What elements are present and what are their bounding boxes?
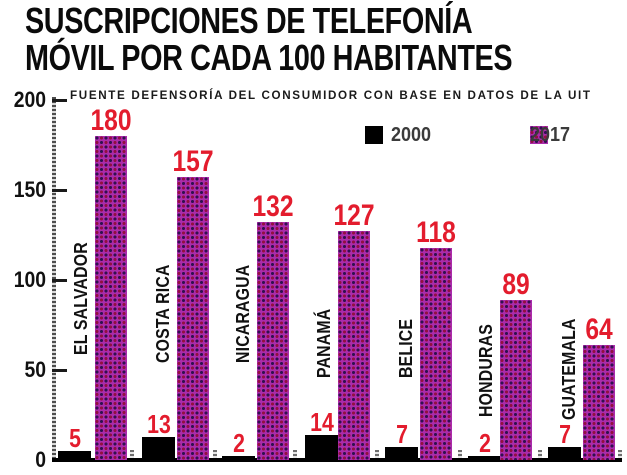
- country-label-panamá: PANAMÁ: [314, 308, 334, 378]
- value-label-2000: 7: [395, 419, 408, 449]
- baseline-separator-tick: [293, 450, 297, 458]
- baseline-separator-tick: [130, 450, 134, 458]
- y-tick-label-200: 200: [13, 87, 46, 112]
- chart-title-line2: MÓVIL POR CADA 100 HABITANTES: [25, 37, 513, 78]
- value-label-2017: 89: [502, 268, 530, 301]
- y-tick-label-50: 50: [24, 357, 46, 382]
- legend-item-2017: 2017: [530, 125, 575, 145]
- bar-2000-honduras: [468, 456, 501, 460]
- y-tick-mark-200: [52, 99, 67, 102]
- chart-title: SUSCRIPCIONES DE TELEFONÍA MÓVIL POR CADA…: [25, 0, 513, 78]
- y-tick-label-100: 100: [13, 267, 46, 292]
- legend-label-2000: 2000: [391, 124, 432, 146]
- bar-2017-belice: [420, 248, 452, 460]
- y-tick-mark-100: [52, 279, 67, 282]
- source-note: FUENTE DEFENSORÍA DEL CONSUMIDOR CON BAS…: [70, 88, 592, 102]
- bar-2000-costa-rica: [142, 437, 175, 460]
- y-tick-mark-50: [52, 369, 67, 372]
- country-label-nicaragua: NICARAGUA: [233, 264, 253, 363]
- bar-2000-guatemala: [548, 447, 581, 460]
- country-label-el-salvador: EL SALVADOR: [71, 242, 91, 355]
- bar-2017-guatemala: [583, 345, 615, 460]
- baseline-separator-tick: [538, 450, 542, 458]
- y-tick-label-0: 0: [35, 447, 46, 472]
- y-tick-label-150: 150: [13, 177, 46, 202]
- bar-2017-el-salvador: [95, 136, 127, 460]
- bar-2017-nicaragua: [257, 222, 289, 460]
- bar-2017-costa-rica: [177, 177, 209, 460]
- bar-2017-panamá: [338, 231, 370, 460]
- bar-2000-panamá: [305, 435, 338, 460]
- value-label-2017: 157: [172, 145, 214, 178]
- country-label-guatemala: GUATEMALA: [559, 318, 579, 420]
- legend-swatch-2017: [530, 126, 548, 144]
- country-label-honduras: HONDURAS: [476, 324, 496, 417]
- value-label-2000: 14: [309, 407, 334, 437]
- y-axis-line: [52, 97, 56, 460]
- country-label-costa-rica: COSTA RICA: [153, 264, 173, 363]
- value-label-2000: 7: [558, 419, 571, 449]
- baseline-separator-tick: [375, 450, 379, 458]
- value-label-2017: 180: [90, 104, 132, 137]
- bar-2000-el-salvador: [58, 451, 91, 460]
- baseline-separator-tick: [213, 450, 217, 458]
- bar-2017-honduras: [500, 300, 532, 460]
- value-label-2017: 118: [416, 216, 456, 249]
- value-label-2017: 127: [333, 199, 375, 232]
- value-label-2000: 5: [68, 423, 81, 453]
- bar-2000-nicaragua: [222, 456, 255, 460]
- y-tick-mark-150: [52, 189, 67, 192]
- legend-item-2000: 2000: [365, 125, 436, 145]
- value-label-2000: 13: [146, 409, 171, 439]
- value-label-2000: 2: [232, 428, 245, 458]
- legend-swatch-2000: [365, 126, 383, 144]
- chart-title-line1: SUSCRIPCIONES DE TELEFONÍA: [25, 0, 473, 41]
- country-label-belice: BELICE: [396, 318, 416, 378]
- value-label-2000: 2: [478, 428, 491, 458]
- value-label-2017: 132: [252, 190, 294, 223]
- value-label-2017: 64: [585, 313, 613, 346]
- x-axis-baseline: [52, 458, 622, 462]
- legend-label-2017: 2017: [530, 124, 571, 146]
- bar-2000-belice: [385, 447, 418, 460]
- legend: 2000 2017: [0, 123, 627, 147]
- baseline-separator-tick: [618, 450, 622, 458]
- baseline-separator-tick: [458, 450, 462, 458]
